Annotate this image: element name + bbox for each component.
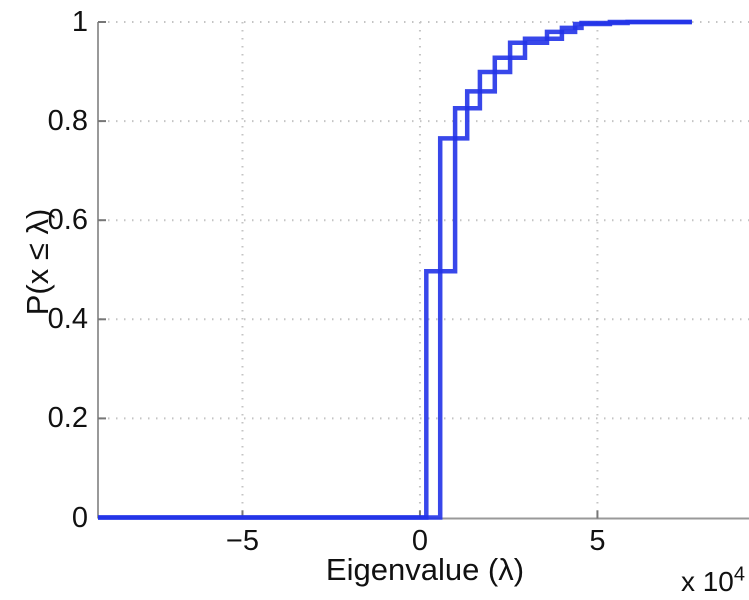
y-tick-label: 0 <box>71 501 88 534</box>
y-tick-label: 0.6 <box>47 204 88 237</box>
x-tick-label: 0 <box>411 524 428 557</box>
x-tick-label: −5 <box>225 524 259 557</box>
multiplier-exponent: 4 <box>733 563 745 586</box>
ecdf-curve-2 <box>98 19 692 520</box>
multiplier-prefix: x 10 <box>680 566 734 597</box>
x-axis-label: Eigenvalue (λ) <box>325 552 525 587</box>
x-tick-label: 5 <box>589 524 606 557</box>
y-tick-label: 0.2 <box>47 402 88 435</box>
y-tick-label: 0.8 <box>47 105 88 138</box>
y-tick-label: 1 <box>71 6 88 38</box>
ecdf-curve-1 <box>98 19 692 520</box>
x-axis-multiplier: x 104 <box>681 564 745 598</box>
y-axis-label: P(x ≤ λ) <box>20 208 55 316</box>
y-tick-label: 0.4 <box>47 303 88 336</box>
